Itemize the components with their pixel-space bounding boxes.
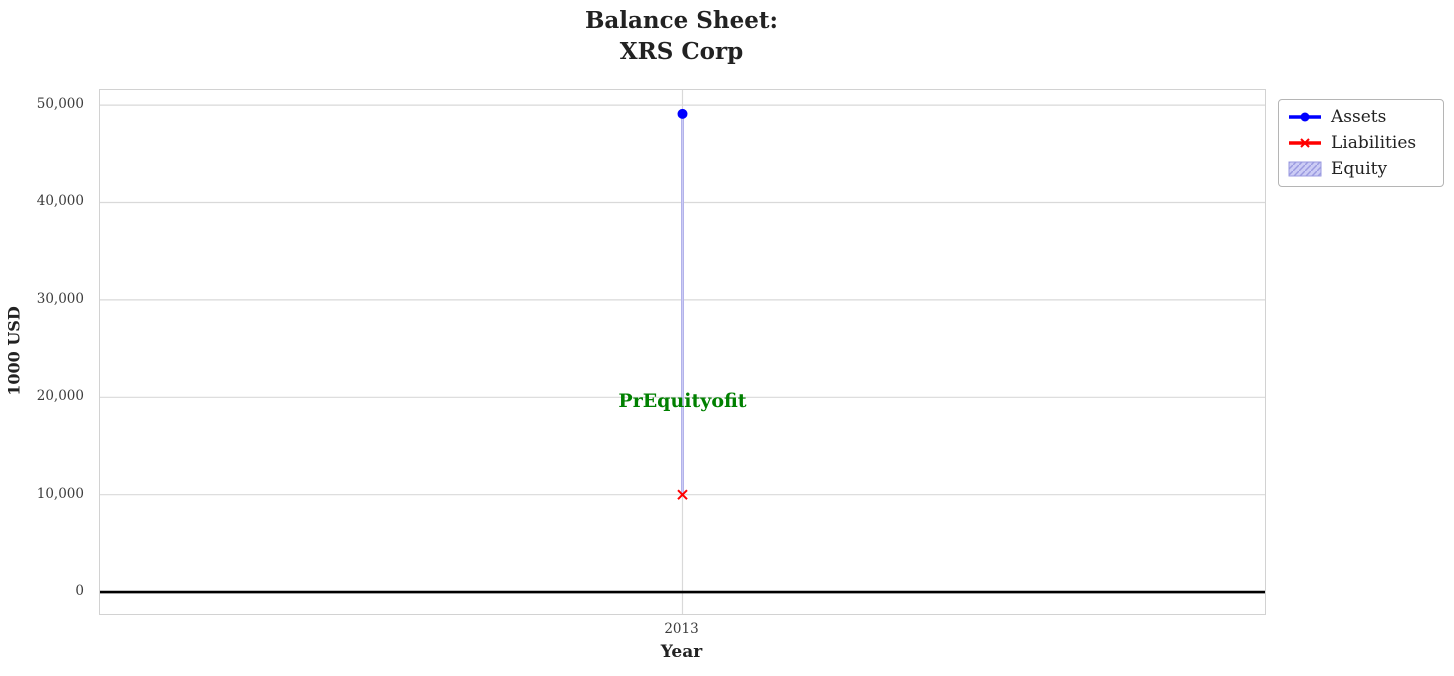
equity-hatched-patch-icon	[1287, 159, 1323, 179]
ytick-label-0: 0	[75, 583, 84, 600]
chart-title-line1: Balance Sheet:	[584, 7, 779, 34]
ytick-label-40000: 40,000	[36, 193, 84, 210]
chart-title: Balance Sheet: XRS Corp	[99, 5, 1264, 67]
legend-item-liabilities: Liabilities	[1287, 130, 1435, 156]
legend: Assets Liabilities Equity	[1278, 99, 1444, 187]
liabilities-line-x-icon	[1287, 133, 1323, 153]
ytick-label-10000: 10,000	[36, 485, 84, 502]
legend-label-equity: Equity	[1331, 159, 1388, 179]
chart-title-line2: XRS Corp	[619, 38, 744, 65]
legend-item-assets: Assets	[1287, 104, 1435, 130]
annotation-text: PrEquityofit	[618, 390, 746, 412]
assets-marker	[677, 108, 688, 119]
ytick-label-30000: 30,000	[36, 290, 84, 307]
equity-bar	[681, 113, 684, 495]
x-axis-label: Year	[660, 642, 703, 662]
ytick-label-20000: 20,000	[36, 388, 84, 405]
y-axis-ticks: 0 10,000 20,000 30,000 40,000 50,000	[0, 89, 90, 613]
liabilities-marker	[677, 489, 688, 500]
assets-line-circle-icon	[1287, 107, 1323, 127]
ytick-label-50000: 50,000	[36, 96, 84, 113]
legend-label-liabilities: Liabilities	[1331, 133, 1417, 153]
legend-label-assets: Assets	[1331, 107, 1387, 127]
legend-item-equity: Equity	[1287, 156, 1435, 182]
xtick-label-2013: 2013	[664, 621, 699, 637]
plot-area: PrEquityofit	[99, 89, 1266, 615]
plot-canvas: PrEquityofit	[100, 90, 1265, 614]
